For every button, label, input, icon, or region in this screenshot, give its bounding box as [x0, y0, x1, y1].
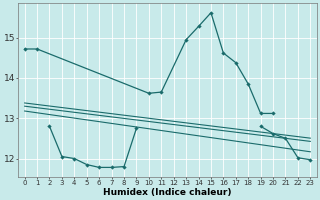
- X-axis label: Humidex (Indice chaleur): Humidex (Indice chaleur): [103, 188, 232, 197]
